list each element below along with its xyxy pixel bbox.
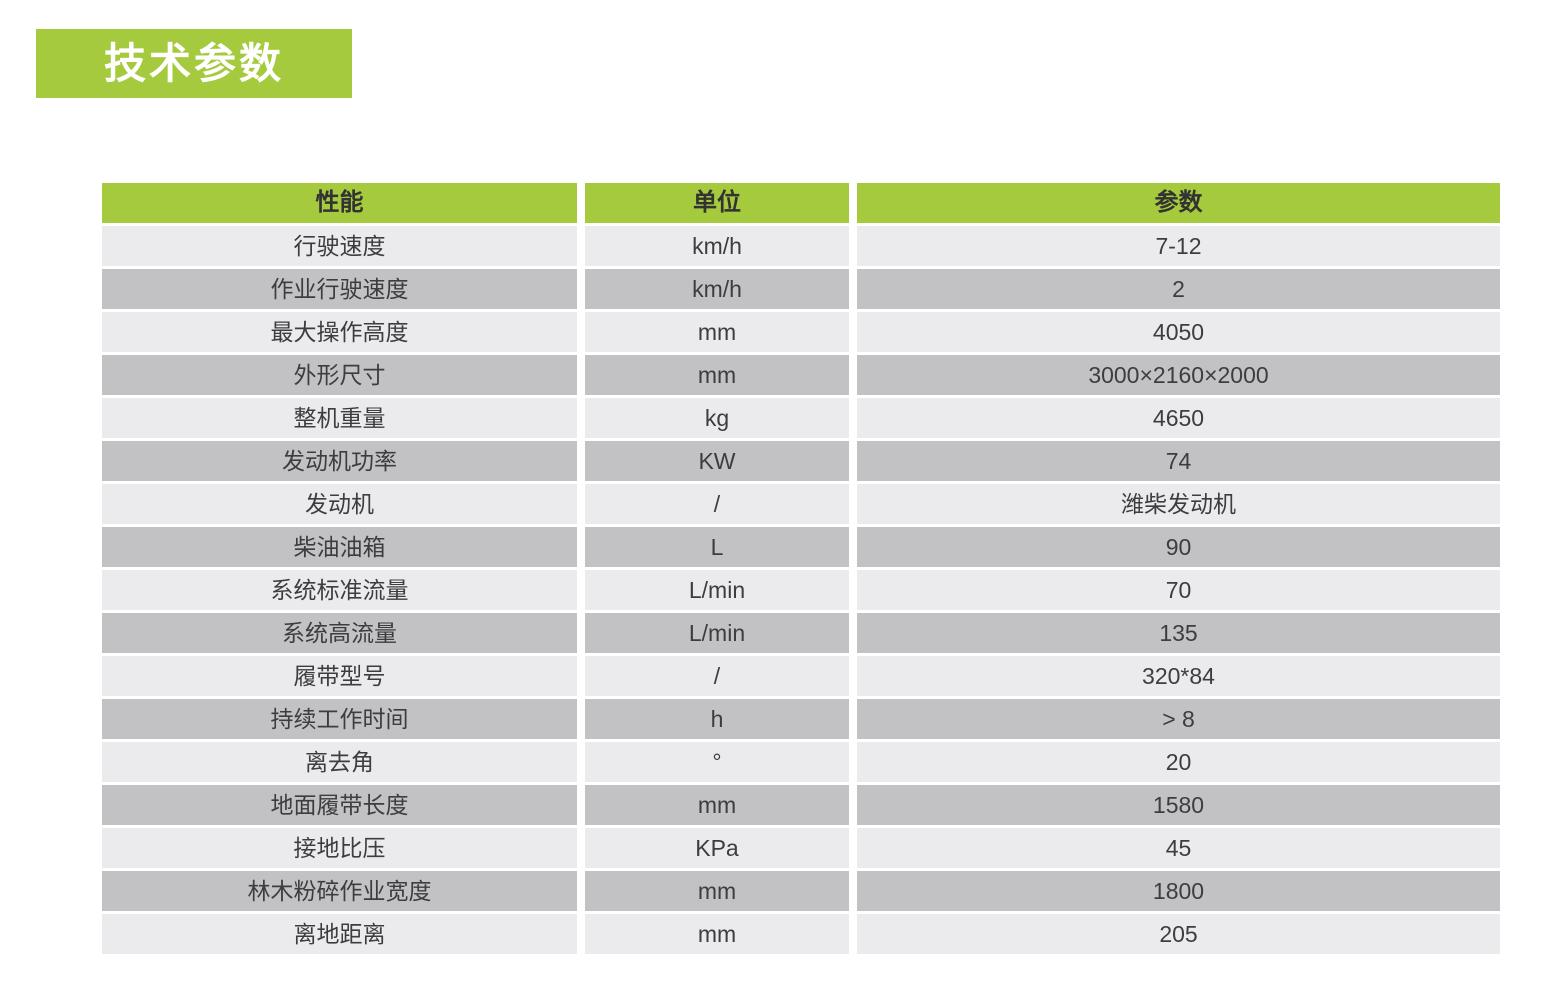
table-row: 发动机 / 潍柴发动机 (102, 484, 1500, 524)
cell-unit: L/min (585, 570, 849, 610)
table-row: 履带型号/320*84 (102, 656, 1500, 696)
cell-parameter: 2 (857, 269, 1500, 309)
specs-table: 性能 单位 参数 行驶速度 km/h 7-12 作业行驶速度 km/h 2 最大操作高度 mm… (102, 183, 1500, 954)
table-header-row: 性能 单位 参数 (102, 183, 1500, 223)
cell-unit: mm (585, 312, 849, 352)
cell-parameter: 4050 (857, 312, 1500, 352)
cell-performance: 履带型号 (102, 656, 577, 696)
cell-unit: h (585, 699, 849, 739)
cell-unit: L/min (585, 613, 849, 653)
cell-parameter: 3000×2160×2000 (857, 355, 1500, 395)
cell-unit: / (585, 484, 849, 524)
cell-parameter: 74 (857, 441, 1500, 481)
cell-performance: 整机重量 (102, 398, 577, 438)
cell-parameter: 70 (857, 570, 1500, 610)
cell-performance: 持续工作时间 (102, 699, 577, 739)
table-row: 林木粉碎作业宽度 mm 1800 (102, 871, 1500, 911)
cell-unit: mm (585, 914, 849, 954)
table-row: 地面履带长度 mm 1580 (102, 785, 1500, 825)
cell-performance: 离去角 (102, 742, 577, 782)
cell-performance: 系统高流量 (102, 613, 577, 653)
table-row: 持续工作时间 h > 8 (102, 699, 1500, 739)
cell-unit: mm (585, 785, 849, 825)
col-header-performance: 性能 (102, 183, 577, 223)
cell-performance: 地面履带长度 (102, 785, 577, 825)
cell-parameter: 135 (857, 613, 1500, 653)
cell-parameter: 1580 (857, 785, 1500, 825)
cell-parameter: 320*84 (857, 656, 1500, 696)
cell-performance: 发动机 (102, 484, 577, 524)
col-header-parameter: 参数 (857, 183, 1500, 223)
table-row: 作业行驶速度 km/h 2 (102, 269, 1500, 309)
section-title-banner: 技术参数 (36, 29, 352, 98)
table-row: 整机重量 kg 4650 (102, 398, 1500, 438)
cell-unit: KPa (585, 828, 849, 868)
table-row: 系统高流量 L/min 135 (102, 613, 1500, 653)
cell-performance: 外形尺寸 (102, 355, 577, 395)
cell-performance: 离地距离 (102, 914, 577, 954)
table-row: 最大操作高度 mm 4050 (102, 312, 1500, 352)
cell-performance: 发动机功率 (102, 441, 577, 481)
cell-unit: / (585, 656, 849, 696)
table-row: 接地比压 KPa 45 (102, 828, 1500, 868)
cell-performance: 作业行驶速度 (102, 269, 577, 309)
page-title: 技术参数 (103, 39, 284, 87)
cell-performance: 柴油油箱 (102, 527, 577, 567)
cell-performance: 行驶速度 (102, 226, 577, 266)
cell-parameter: 7-12 (857, 226, 1500, 266)
cell-unit: ° (585, 742, 849, 782)
cell-unit: kg (585, 398, 849, 438)
col-header-unit: 单位 (585, 183, 849, 223)
cell-parameter: 1800 (857, 871, 1500, 911)
table-row: 系统标准流量 L/min 70 (102, 570, 1500, 610)
table-row: 离地距离 mm 205 (102, 914, 1500, 954)
table-row: 发动机功率 KW 74 (102, 441, 1500, 481)
cell-parameter: 潍柴发动机 (857, 484, 1500, 524)
table-row: 离去角 ° 20 (102, 742, 1500, 782)
cell-unit: mm (585, 871, 849, 911)
table-row: 外形尺寸 mm 3000×2160×2000 (102, 355, 1500, 395)
cell-unit: km/h (585, 269, 849, 309)
cell-unit: KW (585, 441, 849, 481)
cell-unit: mm (585, 355, 849, 395)
cell-performance: 接地比压 (102, 828, 577, 868)
table-row: 行驶速度 km/h 7-12 (102, 226, 1500, 266)
cell-parameter: 90 (857, 527, 1500, 567)
cell-performance: 系统标准流量 (102, 570, 577, 610)
cell-parameter: 205 (857, 914, 1500, 954)
cell-parameter: 45 (857, 828, 1500, 868)
cell-unit: km/h (585, 226, 849, 266)
cell-parameter: 20 (857, 742, 1500, 782)
cell-parameter: > 8 (857, 699, 1500, 739)
cell-performance: 林木粉碎作业宽度 (102, 871, 577, 911)
cell-parameter: 4650 (857, 398, 1500, 438)
cell-unit: L (585, 527, 849, 567)
table-row: 柴油油箱 L 90 (102, 527, 1500, 567)
cell-performance: 最大操作高度 (102, 312, 577, 352)
